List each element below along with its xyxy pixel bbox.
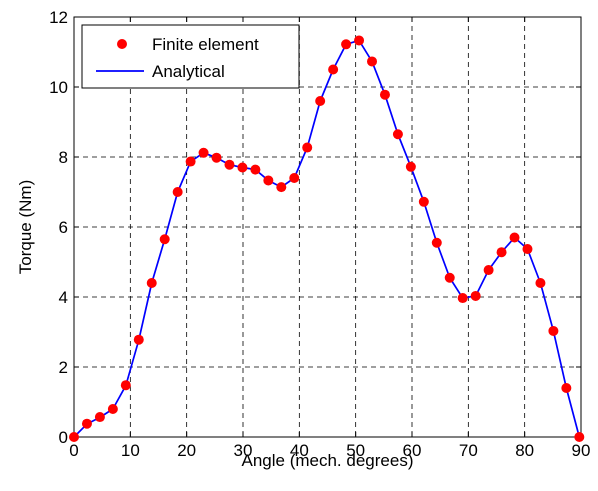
finite-element-point	[392, 129, 403, 140]
finite-element-point	[172, 187, 183, 197]
y-tick-label: 12	[49, 8, 68, 27]
x-tick-label: 60	[403, 441, 422, 460]
x-tick-label: 20	[177, 441, 196, 460]
finite-element-point	[341, 39, 352, 50]
finite-element-point	[574, 432, 585, 442]
finite-element-point	[211, 152, 222, 163]
finite-element-point	[405, 161, 416, 172]
finite-element-point	[522, 244, 533, 255]
finite-element-point	[444, 272, 455, 283]
finite-element-series	[69, 35, 585, 442]
x-tick-label: 10	[121, 441, 140, 460]
finite-element-point	[457, 293, 468, 304]
x-axis-label: Angle (mech. degrees)	[242, 451, 414, 470]
y-tick-label: 10	[49, 78, 68, 97]
finite-element-point	[328, 64, 339, 75]
finite-element-point	[418, 196, 429, 207]
finite-element-point	[548, 325, 559, 336]
x-tick-label: 90	[572, 441, 591, 460]
x-tick-label: 80	[515, 441, 534, 460]
y-axis-label: Torque (Nm)	[16, 180, 35, 274]
analytical-line	[73, 39, 581, 438]
legend-label-analytical: Analytical	[152, 62, 225, 81]
finite-element-point	[81, 418, 92, 429]
y-tick-label: 0	[59, 428, 68, 447]
finite-element-point	[94, 412, 105, 423]
finite-element-point	[289, 173, 300, 183]
x-tick-label: 30	[234, 441, 253, 460]
x-tick-label: 0	[69, 441, 78, 460]
legend: Finite element Analytical	[81, 24, 300, 89]
finite-element-point	[315, 96, 326, 106]
finite-element-point	[483, 265, 494, 276]
finite-element-point	[237, 162, 248, 173]
finite-element-point	[198, 147, 209, 158]
legend-label-finite-element: Finite element	[152, 35, 259, 54]
x-tick-label: 40	[290, 441, 309, 460]
finite-element-point	[107, 404, 118, 414]
finite-element-point	[535, 278, 546, 288]
x-tick-label: 50	[346, 441, 365, 460]
finite-element-point	[276, 182, 287, 193]
finite-element-point	[509, 232, 520, 243]
finite-element-point	[496, 247, 507, 258]
axis-ticks: 0 10 20 30 40 50 60 70 80 90 0 2 4 6 8 10 12	[49, 8, 590, 460]
y-tick-label: 4	[59, 288, 68, 307]
y-tick-label: 8	[59, 148, 68, 167]
y-tick-label: 2	[59, 358, 68, 377]
finite-element-point	[120, 380, 131, 391]
y-tick-label: 6	[59, 218, 68, 237]
finite-element-point	[185, 156, 196, 167]
finite-element-point	[133, 334, 144, 345]
analytical-series	[73, 39, 581, 438]
legend-marker-finite-element	[117, 39, 127, 49]
legend-box	[81, 24, 300, 89]
finite-element-point	[302, 142, 313, 153]
finite-element-point	[367, 56, 378, 67]
finite-element-point	[379, 89, 390, 100]
finite-element-point	[561, 383, 572, 393]
x-tick-label: 70	[459, 441, 478, 460]
finite-element-point	[354, 35, 365, 46]
finite-element-point	[263, 175, 274, 186]
finite-element-point	[146, 278, 157, 288]
finite-element-point	[224, 159, 235, 170]
finite-element-point	[470, 290, 481, 301]
finite-element-point	[69, 432, 79, 442]
finite-element-point	[250, 164, 261, 175]
finite-element-point	[159, 234, 170, 245]
finite-element-point	[431, 237, 442, 248]
